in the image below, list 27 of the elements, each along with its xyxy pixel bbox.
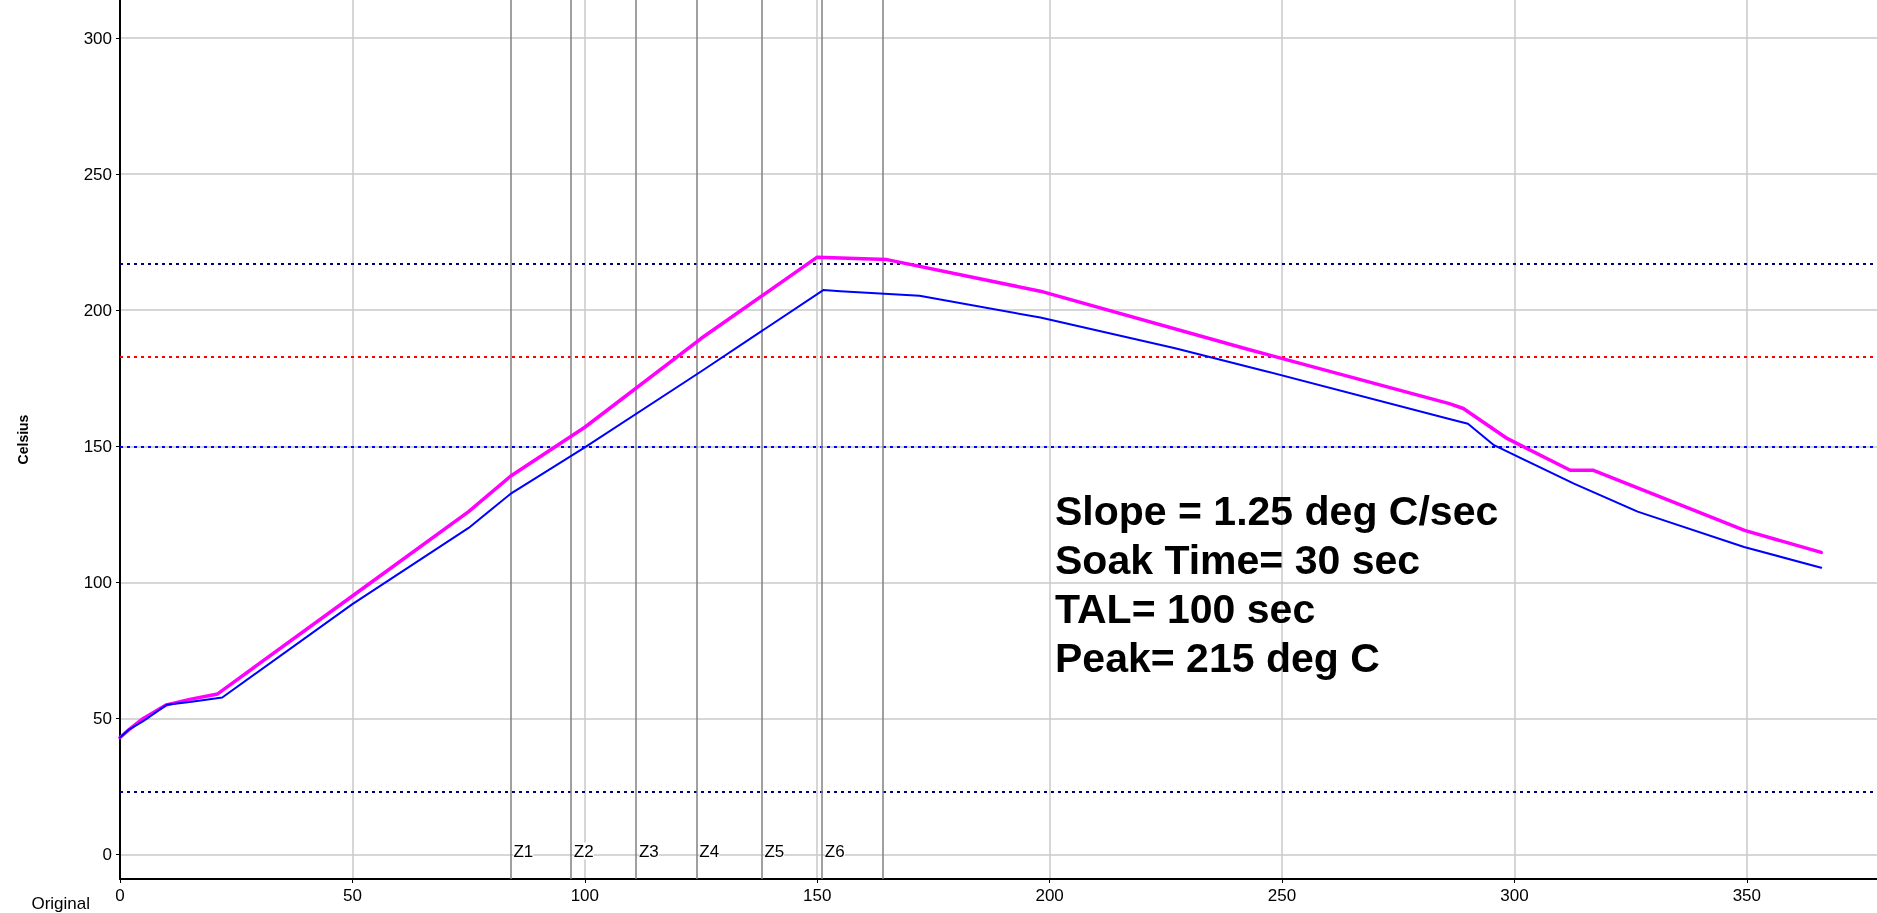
ref-line-label: Z4 xyxy=(699,841,720,861)
y-tick-label: 300 xyxy=(83,28,112,48)
ref-line-label: Z1 xyxy=(513,841,534,861)
x-tick-label: 250 xyxy=(1267,886,1297,905)
annotation: Slope = 1.25 deg C/sec xyxy=(1055,487,1499,534)
y-tick-label: 100 xyxy=(83,572,112,592)
x-tick-label: 350 xyxy=(1732,886,1762,905)
x-tick-label: 50 xyxy=(342,886,362,905)
x-tick-label: 150 xyxy=(803,886,832,905)
annotation: Soak Time= 30 sec xyxy=(1055,536,1421,583)
annotation: TAL= 100 sec xyxy=(1055,585,1316,632)
y-axis-title: Celsius xyxy=(15,414,31,465)
y-tick-label: 50 xyxy=(93,708,112,728)
x-tick-label: 200 xyxy=(1035,886,1064,905)
ref-line-label: Z6 xyxy=(824,841,845,861)
annotation: Peak= 215 deg C xyxy=(1055,634,1380,681)
x-tick-label: 0 xyxy=(115,886,125,905)
y-tick-label: 150 xyxy=(83,436,112,456)
ref-line-label: Z2 xyxy=(573,841,594,861)
x-tick-label: 300 xyxy=(1500,886,1529,905)
y-tick-label: 0 xyxy=(102,845,112,865)
y-tick-label: 250 xyxy=(83,164,112,184)
ref-line-label: Z3 xyxy=(638,841,659,861)
y-tick-label: 200 xyxy=(83,300,112,320)
x-tick-label: 100 xyxy=(570,886,599,905)
x-axis-title: Original xyxy=(31,894,90,913)
ref-line-label: Z5 xyxy=(764,841,785,861)
